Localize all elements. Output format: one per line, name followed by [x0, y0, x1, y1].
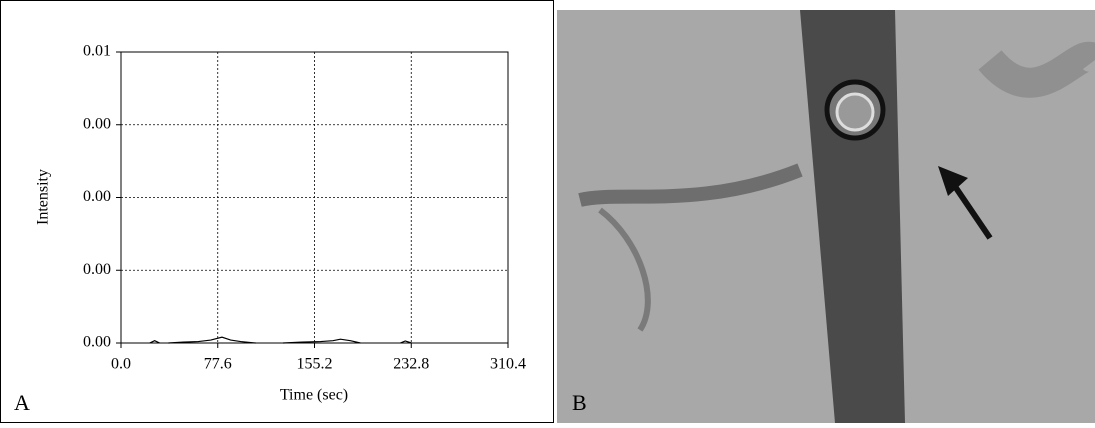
- x-tick-label: 0.0: [111, 356, 131, 373]
- x-tick-label: 155.2: [297, 356, 333, 373]
- x-tick-label: 232.8: [393, 356, 429, 373]
- x-axis-label: Time (sec): [280, 387, 348, 404]
- panel-a-frame: [0, 0, 554, 423]
- y-tick-label: 0.01: [83, 43, 111, 60]
- y-tick-label: 0.00: [83, 115, 111, 132]
- y-tick-label: 0.00: [83, 334, 111, 351]
- plot-frame: [120, 51, 509, 344]
- y-axis-label: Intensity: [35, 169, 52, 225]
- y-tick-label: 0.00: [83, 188, 111, 205]
- panel-label: A: [14, 390, 30, 415]
- x-tick-label: 310.4: [490, 356, 526, 373]
- panel-label: B: [572, 390, 587, 415]
- panel-b-image: [557, 10, 1095, 423]
- y-tick-label: 0.00: [83, 261, 111, 278]
- data-line: [149, 336, 412, 344]
- x-tick-label: 77.6: [204, 356, 232, 373]
